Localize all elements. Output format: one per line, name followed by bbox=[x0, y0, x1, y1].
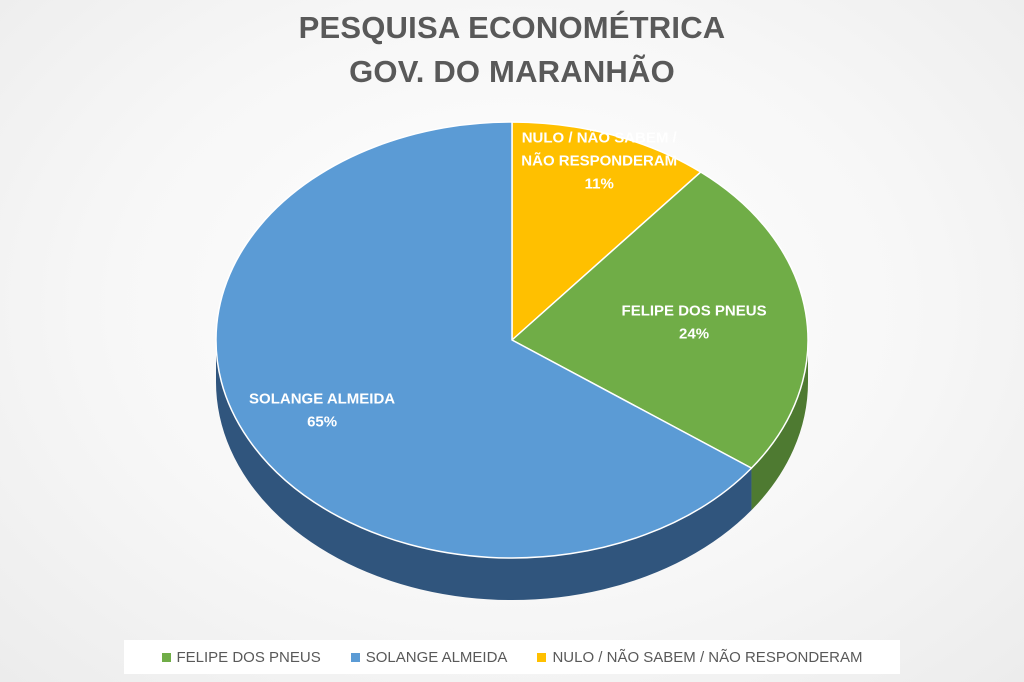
pie-slice-felipe bbox=[511, 171, 809, 469]
pie-label-felipe-percent: 24% bbox=[679, 326, 709, 343]
legend-label-solange: SOLANGE ALMEIDA bbox=[365, 648, 508, 666]
pie-label-nulo-text: NÃO RESPONDERAM bbox=[521, 152, 677, 170]
pie-label-solange-percent: 65% bbox=[307, 414, 337, 431]
pie-label-nulo-percent: 11% bbox=[585, 176, 614, 193]
chart-title-line-1: PESQUISA ECONOMÉTRICA bbox=[298, 10, 726, 45]
pie-labels: NULO / NÃO SABEM / NÃO RESPONDERAM 11% FELI… bbox=[249, 129, 767, 431]
pie-label-nulo-text: NULO / NÃO SABEM / bbox=[522, 129, 678, 147]
chart-legend: FELIPE DOS PNEUS SOLANGE ALMEIDA NULO / … bbox=[124, 640, 900, 674]
pie-slice-nulo bbox=[511, 121, 702, 341]
legend-item-nulo: NULO / NÃO SABEM / NÃO RESPONDERAM bbox=[537, 648, 863, 666]
pie-label-felipe-text: FELIPE DOS PNEUS bbox=[622, 303, 767, 320]
legend-label-nulo: NULO / NÃO SABEM / NÃO RESPONDERAM bbox=[552, 648, 863, 666]
pie-chart: NULO / NÃO SABEM / NÃO RESPONDERAM 11% FELI… bbox=[215, 121, 809, 600]
legend-item-solange: SOLANGE ALMEIDA bbox=[350, 648, 508, 666]
pie-side-walls bbox=[216, 340, 809, 600]
legend-item-felipe: FELIPE DOS PNEUS bbox=[161, 648, 321, 666]
legend-swatch-felipe bbox=[161, 652, 171, 662]
legend-swatch-nulo bbox=[537, 652, 547, 662]
chart-title-line-2: GOV. DO MARANHÃO bbox=[349, 54, 675, 89]
pie-label-solange-text: SOLANGE ALMEIDA bbox=[249, 391, 395, 408]
pie-top bbox=[215, 121, 809, 559]
pie-slice-solange bbox=[215, 121, 753, 559]
legend-swatch-solange bbox=[350, 652, 360, 662]
legend-label-felipe: FELIPE DOS PNEUS bbox=[176, 648, 321, 666]
pie-side-solange bbox=[216, 340, 752, 600]
pie-side-felipe bbox=[751, 340, 809, 511]
